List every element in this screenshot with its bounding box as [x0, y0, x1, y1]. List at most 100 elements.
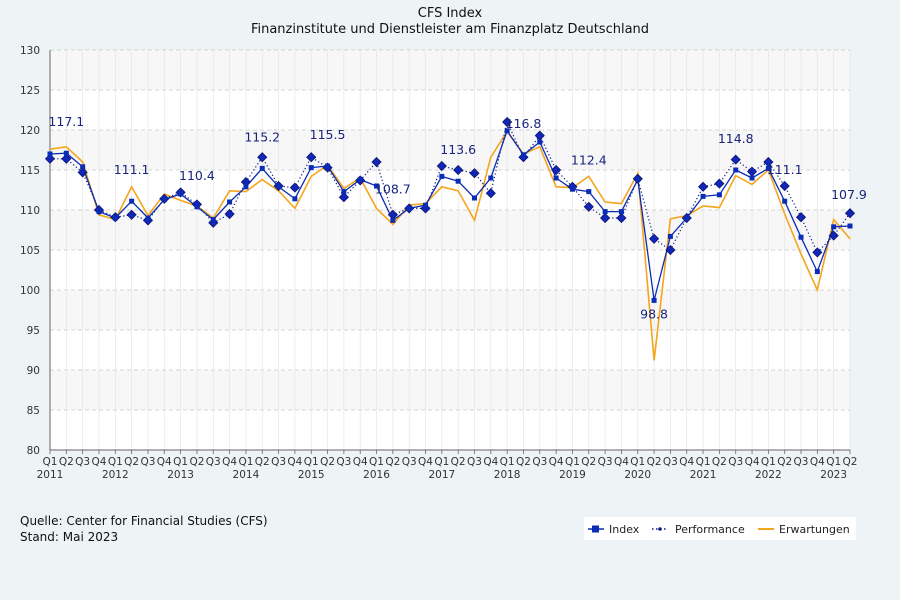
series: [44, 116, 856, 361]
x-tick-label: Q1: [238, 456, 253, 468]
data-label: 117.1: [48, 114, 84, 129]
y-tick-label: 100: [20, 285, 40, 297]
performance-point: [779, 180, 790, 192]
performance-point: [257, 152, 268, 163]
data-label: 115.5: [310, 127, 346, 142]
index-point: [390, 217, 396, 223]
x-tick-label: Q2: [451, 456, 466, 468]
year-label: 2023: [820, 469, 847, 481]
index-point: [667, 233, 673, 239]
index-point: [406, 205, 412, 211]
performance-point: [730, 154, 741, 165]
x-tick-label: Q2: [712, 456, 727, 468]
x-tick-label: Q4: [287, 456, 302, 468]
index-point: [700, 193, 706, 199]
x-tick-label: Q2: [189, 456, 204, 468]
index-point: [749, 175, 755, 181]
x-tick-label: Q1: [761, 456, 776, 468]
index-point: [635, 177, 641, 183]
series-line-index: [49, 129, 851, 301]
index-point: [553, 175, 559, 181]
legend-box: [584, 517, 856, 540]
performance-point: [371, 156, 382, 168]
x-tick-label: Q4: [549, 456, 564, 468]
y-tick-label: 130: [20, 45, 40, 57]
index-point: [847, 223, 853, 229]
x-tick-label: Q2: [516, 456, 531, 468]
x-tick-label: Q1: [500, 456, 515, 468]
index-point: [308, 165, 314, 171]
index-point: [684, 215, 690, 221]
year-label: 2020: [624, 469, 651, 481]
x-tick-label: Q3: [598, 456, 613, 468]
y-tick-label: 90: [27, 365, 40, 377]
y-tick-label: 110: [20, 205, 40, 217]
index-point: [194, 204, 200, 210]
x-tick-label: Q1: [173, 456, 188, 468]
year-label: 2012: [102, 469, 129, 481]
index-point: [161, 197, 167, 203]
x-tick-label: Q4: [614, 456, 629, 468]
performance-point: [469, 168, 480, 179]
performance-point: [616, 212, 627, 224]
performance-point: [77, 167, 88, 178]
index-point: [80, 164, 86, 170]
legend-performance-marker: [658, 527, 662, 531]
index-point: [374, 183, 380, 189]
date-note: Stand: Mai 2023: [20, 530, 118, 544]
data-label: 115.2: [244, 129, 280, 144]
performance-point: [697, 181, 709, 192]
index-point: [112, 215, 118, 221]
performance-point: [828, 230, 839, 241]
index-point: [733, 167, 739, 173]
year-label: 2022: [755, 469, 782, 481]
index-point: [569, 186, 575, 192]
x-tick-label: Q4: [157, 456, 172, 468]
chart-subtitle: Finanzinstitute und Dienstleister am Fin…: [251, 22, 649, 37]
performance-point: [126, 209, 137, 220]
x-tick-label: Q4: [222, 456, 237, 468]
index-point: [814, 269, 820, 275]
data-label: 111.1: [114, 162, 150, 177]
x-tick-label: Q1: [108, 456, 123, 468]
index-point: [504, 128, 510, 134]
performance-point: [583, 201, 594, 212]
index-point: [602, 209, 608, 215]
data-label: 98.8: [640, 306, 668, 321]
index-point: [292, 196, 298, 202]
x-tick-label: Q4: [745, 456, 760, 468]
source-note: Quelle: Center for Financial Studies (CF…: [20, 514, 268, 528]
legend-erwartungen-label: Erwartungen: [779, 523, 850, 536]
y-tick-label: 95: [27, 325, 40, 337]
performance-point: [453, 164, 464, 176]
y-tick-label: 115: [20, 165, 40, 177]
performance-point: [306, 152, 317, 163]
data-label: 111.1: [767, 162, 803, 177]
index-point: [618, 209, 624, 215]
index-point: [488, 175, 494, 181]
index-point: [129, 198, 135, 204]
x-tick-label: Q3: [140, 456, 155, 468]
index-point: [325, 163, 331, 169]
year-label: 2014: [233, 469, 260, 481]
data-label: 108.7: [375, 181, 411, 196]
x-tick-label: Q3: [794, 456, 809, 468]
x-tick-label: Q1: [565, 456, 580, 468]
index-point: [243, 184, 249, 190]
index-point: [716, 192, 722, 198]
x-tick-label: Q3: [75, 456, 90, 468]
x-tick-label: Q1: [630, 456, 645, 468]
performance-point: [665, 244, 676, 256]
x-tick-label: Q1: [369, 456, 384, 468]
data-label: 112.4: [571, 153, 607, 168]
index-point: [423, 202, 429, 208]
index-point: [178, 191, 184, 197]
x-tick-label: Q4: [418, 456, 433, 468]
performance-point: [502, 116, 513, 128]
x-tick-label: Q2: [320, 456, 335, 468]
x-tick-label: Q2: [124, 456, 139, 468]
x-tick-label: Q3: [206, 456, 221, 468]
year-label: 2017: [428, 469, 455, 481]
